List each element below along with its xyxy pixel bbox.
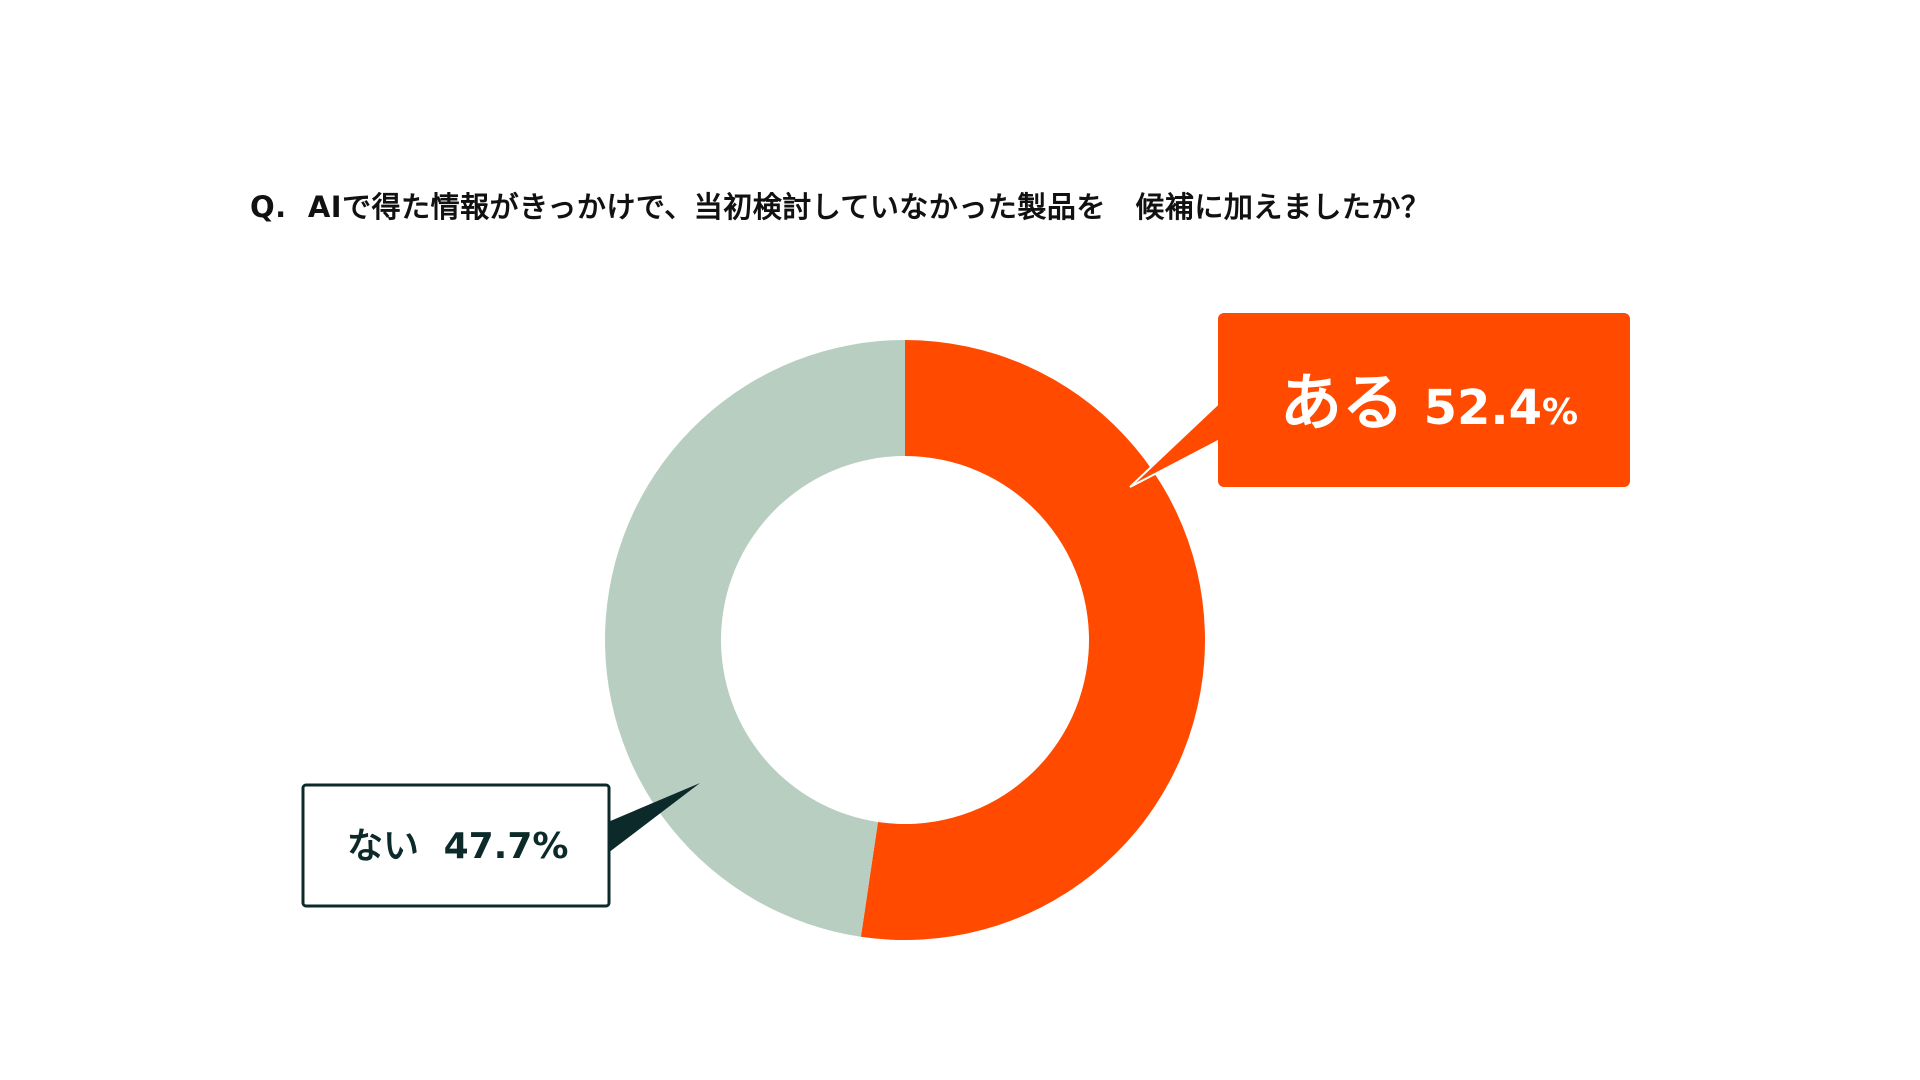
donut-slice-nai [605,340,905,937]
callout-nai: ない 47.7% [301,783,700,908]
callout-aru-label: ある 52.4% [1280,366,1578,439]
callout-aru-value: 52.4 [1424,380,1542,436]
callout-nai-unit: % [532,826,568,867]
callout-nai-label: ない 47.7% [347,826,568,867]
donut-slice-aru [860,340,1206,940]
donut-slices [605,340,1206,940]
callout-aru-unit: % [1542,392,1578,433]
callout-nai-box [301,783,611,908]
callout-aru-box [1218,313,1630,487]
question-title: Q. AIで得た情報がきっかけで、当初検討していなかった製品を 候補に加えました… [250,190,1431,224]
callout-nai-pointer [608,783,700,853]
callout-aru-pointer [1129,399,1221,488]
callout-aru-category: ある [1280,366,1404,439]
callout-nai-value: 47.7 [444,826,533,867]
callout-nai-category: ない [347,826,419,867]
callout-aru: ある 52.4% [1129,313,1630,488]
